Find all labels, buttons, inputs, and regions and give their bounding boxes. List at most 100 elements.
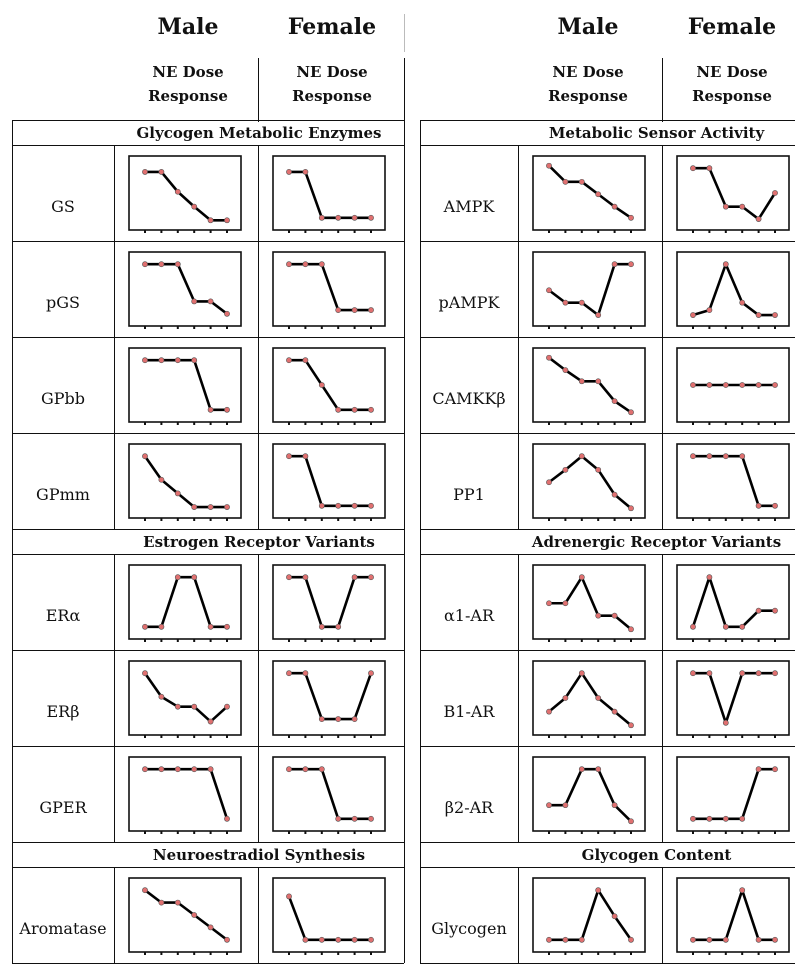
plot-frame (272, 877, 386, 953)
plot-frame (128, 660, 242, 736)
plot-frame (128, 443, 242, 519)
left-male-subheader-line2: Response (148, 87, 228, 105)
row-left-border (420, 867, 421, 963)
series-line (548, 356, 632, 414)
data-point (351, 716, 358, 722)
male-dose-plot (128, 347, 242, 425)
header-right-male-border (662, 58, 663, 122)
row-label-border (114, 746, 115, 842)
data-point (578, 766, 585, 773)
data-point (706, 815, 713, 822)
data-point (174, 357, 181, 364)
data-point (158, 899, 165, 906)
section-top-border (12, 529, 404, 530)
row-label: B1-AR (443, 702, 495, 721)
section-top-border (12, 842, 404, 843)
series-line (289, 671, 373, 721)
data-point (351, 406, 358, 413)
data-point (174, 574, 181, 581)
row-label-border (518, 433, 519, 529)
data-point (595, 312, 602, 318)
data-point (191, 703, 198, 710)
plot-frame (676, 251, 790, 327)
data-point (755, 936, 762, 943)
right-male-subheader-line1: NE Dose (552, 63, 624, 81)
data-point (739, 382, 746, 388)
data-point (546, 162, 552, 169)
series-line (549, 888, 633, 942)
data-point (578, 178, 585, 185)
data-point (546, 479, 552, 486)
row-bottom-border (420, 746, 795, 747)
series-line (693, 888, 775, 942)
data-point (722, 936, 729, 943)
data-point (302, 357, 309, 364)
series-line (549, 767, 632, 823)
data-point (335, 307, 342, 313)
plot-frame (128, 564, 242, 640)
section-title: Estrogen Receptor Variants (143, 533, 375, 551)
data-point (578, 299, 585, 306)
data-point (207, 623, 214, 630)
row-label: AMPK (443, 197, 495, 216)
data-point (628, 409, 634, 416)
data-point (302, 936, 309, 943)
data-point (739, 203, 746, 210)
female-dose-plot (272, 443, 386, 521)
plot-frame (532, 564, 646, 640)
data-point (595, 191, 602, 198)
row-right-border (404, 241, 405, 337)
data-point (690, 623, 696, 630)
data-point (628, 818, 634, 825)
row-label-border (518, 746, 519, 842)
data-point (368, 307, 374, 313)
series-line (145, 575, 227, 629)
row-left-border (12, 145, 13, 241)
right-female-subheader-line1: NE Dose (696, 63, 768, 81)
data-point (368, 574, 374, 581)
data-point (611, 203, 618, 210)
data-point (722, 203, 729, 210)
data-point (706, 670, 713, 677)
row-bottom-border (12, 433, 404, 434)
row-left-border (12, 650, 13, 746)
series-line (691, 575, 775, 629)
series-line (548, 671, 632, 727)
data-point (207, 718, 214, 725)
row-label: ERα (45, 606, 81, 625)
data-point (690, 312, 696, 318)
series-line (145, 262, 228, 315)
data-point (562, 695, 569, 701)
row-mid-border (258, 554, 259, 650)
data-point (611, 398, 618, 405)
female-dose-plot (676, 756, 790, 834)
row-right-border (404, 145, 405, 241)
data-point (706, 165, 713, 172)
left-female-header: Female (287, 14, 377, 40)
male-dose-plot (128, 251, 242, 329)
data-point (142, 169, 148, 175)
row-mid-border (258, 337, 259, 433)
data-point (611, 612, 618, 619)
plot-frame (532, 877, 646, 953)
data-point (628, 626, 634, 633)
data-point (174, 261, 181, 268)
row-bottom-border (12, 746, 404, 747)
male-dose-plot (532, 660, 646, 738)
data-point (351, 502, 358, 509)
data-point (562, 802, 569, 809)
row-left-border (420, 746, 421, 842)
header-left-right-border (404, 58, 405, 122)
row-label: pAMPK (438, 293, 500, 312)
plot-frame (272, 251, 386, 327)
section-left-border (420, 842, 421, 867)
row-mid-border (258, 145, 259, 241)
data-point (739, 670, 746, 677)
data-point (158, 357, 165, 364)
data-point (611, 802, 618, 809)
data-point (755, 502, 762, 509)
section-left-border (420, 120, 421, 145)
data-point (286, 169, 292, 175)
data-point (628, 214, 634, 221)
row-label: GS (51, 197, 75, 216)
